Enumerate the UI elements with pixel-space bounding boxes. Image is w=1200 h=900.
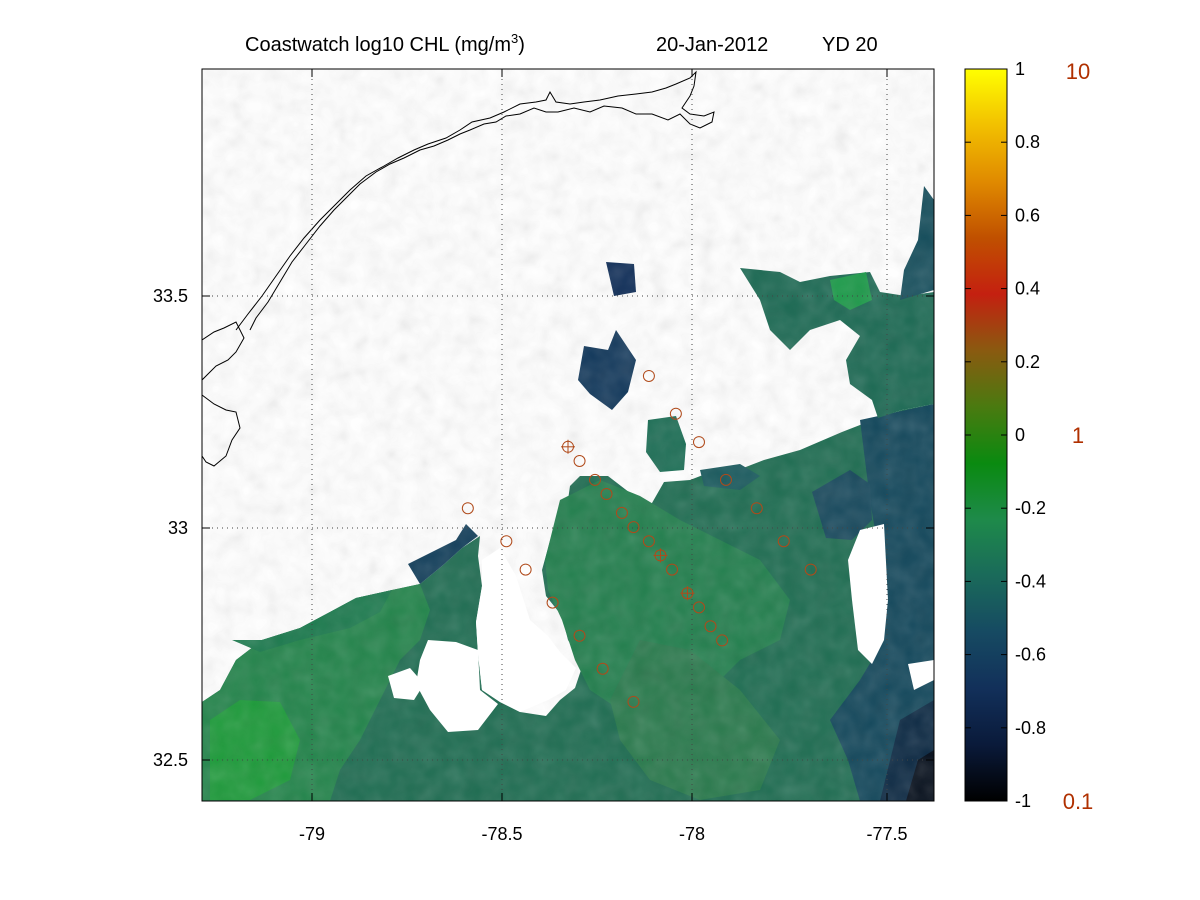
station-marker — [546, 596, 559, 609]
station-marker — [642, 535, 655, 548]
station-marker — [669, 407, 682, 420]
colorbar-tick-label: -1 — [1015, 791, 1031, 811]
colorbar-tick-label: -0.8 — [1015, 718, 1046, 738]
station-marker — [500, 535, 513, 548]
colorbar-secondary-label: 1 — [1072, 423, 1084, 448]
station-marker — [627, 695, 640, 708]
chart-date: 20-Jan-2012 — [656, 34, 768, 56]
x-tick-label: -78 — [679, 824, 705, 844]
station-markers — [461, 369, 817, 708]
colorbar-tick-label: -0.4 — [1015, 571, 1046, 591]
station-marker — [804, 563, 817, 576]
colorbar-ticks: 1 0.8 0.6 0.4 0.2 0 -0.2 -0.4 -0.6 -0.8 -1 — [965, 59, 1046, 811]
station-marker — [692, 601, 705, 614]
cloud-mask — [388, 524, 934, 732]
map-ticks — [202, 69, 934, 801]
map-frame — [201, 68, 935, 802]
colorbar-secondary-label: 10 — [1066, 59, 1090, 84]
station-marker — [719, 473, 732, 486]
station-marker — [627, 521, 640, 534]
colorbar-tick-label: -0.2 — [1015, 498, 1046, 518]
station-marker — [615, 506, 628, 519]
station-marker — [461, 502, 474, 515]
y-tick-label: 33.5 — [153, 286, 188, 306]
station-marker — [600, 488, 613, 501]
station-marker — [573, 454, 586, 467]
x-tick-label: -77.5 — [866, 824, 907, 844]
colorbar-tick-label: 0.4 — [1015, 279, 1040, 299]
map-panel — [202, 69, 934, 801]
gridlines — [202, 69, 934, 801]
station-marker — [777, 535, 790, 548]
colorbar-tick-label: 1 — [1015, 59, 1025, 79]
colorbar-tick-label: 0 — [1015, 425, 1025, 445]
x-tick-label: -78.5 — [481, 824, 522, 844]
station-marker — [704, 620, 717, 633]
colorbar — [964, 68, 1008, 802]
station-marker — [666, 563, 679, 576]
station-marker — [519, 563, 532, 576]
colorbar-tick-label: -0.6 — [1015, 645, 1046, 665]
colorbar-tick-label: 0.2 — [1015, 352, 1040, 372]
colorbar-tick-label: 0.8 — [1015, 132, 1040, 152]
station-marker — [750, 502, 763, 515]
y-tick-label: 32.5 — [153, 750, 188, 770]
x-tick-label: -79 — [299, 824, 325, 844]
station-marker — [596, 662, 609, 675]
colorbar-tick-label: 0.6 — [1015, 205, 1040, 225]
station-marker — [716, 634, 729, 647]
station-marker — [588, 473, 601, 486]
colorbar-secondary-label: 0.1 — [1063, 789, 1094, 814]
chart-title: Coastwatch log10 CHL (mg/m3) — [245, 31, 525, 56]
coastline — [202, 70, 715, 467]
y-tick-label: 33 — [168, 518, 188, 538]
station-marker — [642, 369, 655, 382]
station-marker — [573, 629, 586, 642]
colorbar-secondary-labels: 10 1 0.1 — [1063, 59, 1094, 814]
chart-yearday: YD 20 — [822, 34, 878, 56]
station-marker — [692, 436, 705, 449]
